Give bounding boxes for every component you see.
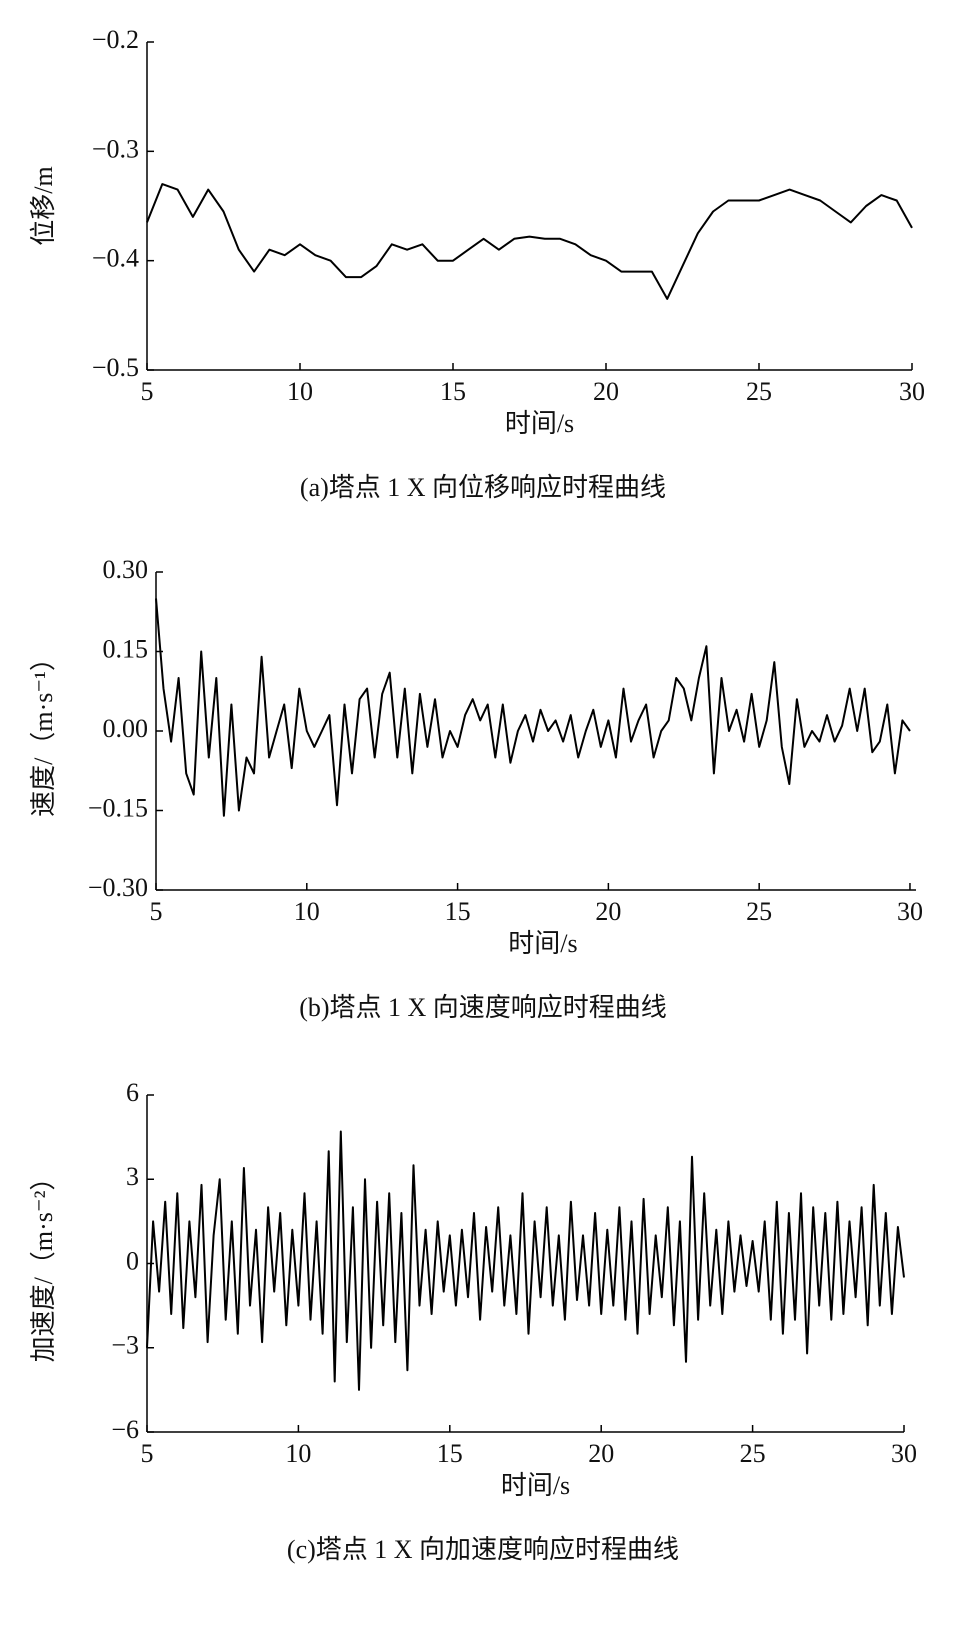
y-tick-label: 0.00 (103, 714, 149, 743)
y-tick-label: −0.15 (88, 793, 148, 822)
y-tick-label: 6 (126, 1078, 139, 1107)
x-tick-label: 30 (891, 1439, 917, 1468)
x-tick-label: 20 (593, 377, 619, 406)
data-line (146, 1130, 905, 1391)
y-axis-label: 位移/m (29, 166, 58, 245)
x-axis-label: 时间/s (501, 1471, 570, 1500)
y-axis-label: 速度/（m·s⁻¹） (29, 645, 58, 817)
y-axis-label: 加速度/（m·s⁻²） (29, 1165, 58, 1363)
x-tick-label: 25 (740, 1439, 766, 1468)
x-axis-label: 时间/s (505, 409, 574, 438)
data-line (146, 183, 913, 300)
y-tick-label: −3 (111, 1331, 139, 1360)
x-tick-label: 15 (437, 1439, 463, 1468)
y-tick-label: −0.2 (92, 25, 139, 54)
y-tick-label: −0.30 (88, 873, 148, 902)
x-tick-label: 10 (287, 377, 313, 406)
x-tick-label: 30 (897, 897, 923, 926)
caption: (a)塔点 1 X 向位移响应时程曲线 (300, 473, 666, 502)
x-tick-label: 5 (141, 1439, 154, 1468)
y-tick-label: 0.15 (103, 634, 149, 663)
x-tick-label: 25 (746, 377, 772, 406)
x-tick-label: 15 (440, 377, 466, 406)
x-tick-label: 10 (285, 1439, 311, 1468)
y-tick-label: 3 (126, 1162, 139, 1191)
x-tick-label: 5 (150, 897, 163, 926)
x-tick-label: 5 (141, 377, 154, 406)
x-tick-label: 30 (899, 377, 925, 406)
x-tick-label: 10 (294, 897, 320, 926)
y-tick-label: −0.3 (92, 134, 139, 163)
y-tick-label: 0 (126, 1246, 139, 1275)
y-tick-label: −6 (111, 1415, 139, 1444)
y-tick-label: −0.4 (92, 244, 139, 273)
y-tick-label: 0.30 (103, 555, 149, 584)
y-tick-label: −0.5 (92, 353, 139, 382)
x-tick-label: 25 (746, 897, 772, 926)
x-tick-label: 20 (588, 1439, 614, 1468)
x-tick-label: 20 (595, 897, 621, 926)
x-axis-label: 时间/s (508, 929, 577, 958)
data-line (155, 598, 911, 817)
caption: (c)塔点 1 X 向加速度响应时程曲线 (287, 1535, 679, 1564)
x-tick-label: 15 (445, 897, 471, 926)
caption: (b)塔点 1 X 向速度响应时程曲线 (299, 993, 667, 1022)
